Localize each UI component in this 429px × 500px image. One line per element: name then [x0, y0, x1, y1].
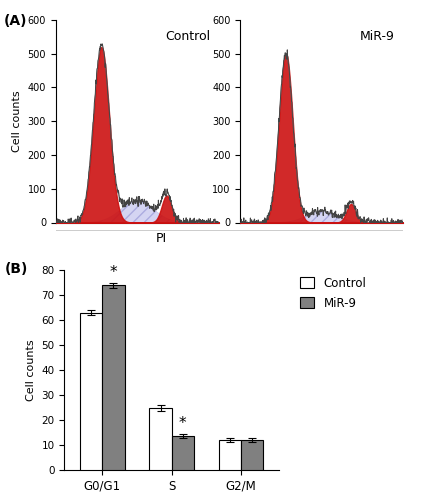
Text: *: *: [110, 264, 117, 280]
Bar: [241, 440, 263, 470]
Text: (A): (A): [3, 14, 27, 28]
Y-axis label: Cell counts: Cell counts: [26, 339, 36, 401]
Text: *: *: [179, 416, 187, 431]
Bar: [172, 436, 194, 470]
Y-axis label: Cell counts: Cell counts: [12, 90, 22, 152]
Text: (B): (B): [4, 262, 27, 276]
Bar: [149, 408, 172, 470]
Text: PI: PI: [155, 232, 166, 245]
Bar: [80, 312, 103, 470]
Text: MiR-9: MiR-9: [360, 30, 395, 43]
Bar: [103, 285, 124, 470]
Text: Control: Control: [166, 30, 211, 43]
Legend: Control, MiR-9: Control, MiR-9: [296, 272, 372, 314]
Bar: [219, 440, 241, 470]
